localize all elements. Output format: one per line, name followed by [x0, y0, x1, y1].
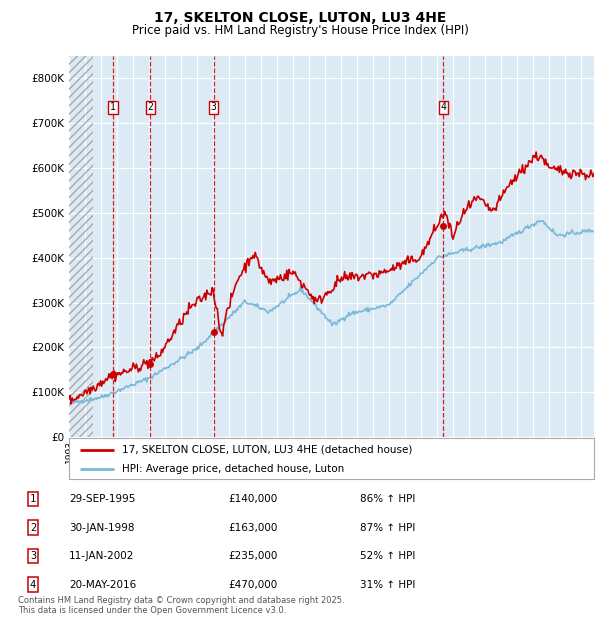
Text: 4: 4 — [30, 580, 36, 590]
Text: £163,000: £163,000 — [228, 523, 277, 533]
Text: Price paid vs. HM Land Registry's House Price Index (HPI): Price paid vs. HM Land Registry's House … — [131, 24, 469, 37]
Bar — [69, 56, 93, 437]
Text: 4: 4 — [440, 102, 446, 112]
Text: 17, SKELTON CLOSE, LUTON, LU3 4HE: 17, SKELTON CLOSE, LUTON, LU3 4HE — [154, 11, 446, 25]
Text: 11-JAN-2002: 11-JAN-2002 — [69, 551, 134, 561]
Text: Contains HM Land Registry data © Crown copyright and database right 2025.
This d: Contains HM Land Registry data © Crown c… — [18, 596, 344, 615]
Text: HPI: Average price, detached house, Luton: HPI: Average price, detached house, Luto… — [121, 464, 344, 474]
Text: 17, SKELTON CLOSE, LUTON, LU3 4HE (detached house): 17, SKELTON CLOSE, LUTON, LU3 4HE (detac… — [121, 445, 412, 454]
Text: 30-JAN-1998: 30-JAN-1998 — [69, 523, 134, 533]
Text: 29-SEP-1995: 29-SEP-1995 — [69, 494, 136, 504]
Text: 2: 2 — [30, 523, 36, 533]
Text: 1: 1 — [30, 494, 36, 504]
Text: £470,000: £470,000 — [228, 580, 277, 590]
Text: 3: 3 — [211, 102, 217, 112]
Text: 31% ↑ HPI: 31% ↑ HPI — [360, 580, 415, 590]
Text: 20-MAY-2016: 20-MAY-2016 — [69, 580, 136, 590]
Text: 52% ↑ HPI: 52% ↑ HPI — [360, 551, 415, 561]
Bar — [69, 56, 93, 437]
Text: £140,000: £140,000 — [228, 494, 277, 504]
Text: 2: 2 — [148, 102, 153, 112]
Text: 87% ↑ HPI: 87% ↑ HPI — [360, 523, 415, 533]
Text: £235,000: £235,000 — [228, 551, 277, 561]
Text: 3: 3 — [30, 551, 36, 561]
Text: 86% ↑ HPI: 86% ↑ HPI — [360, 494, 415, 504]
Text: 1: 1 — [110, 102, 116, 112]
